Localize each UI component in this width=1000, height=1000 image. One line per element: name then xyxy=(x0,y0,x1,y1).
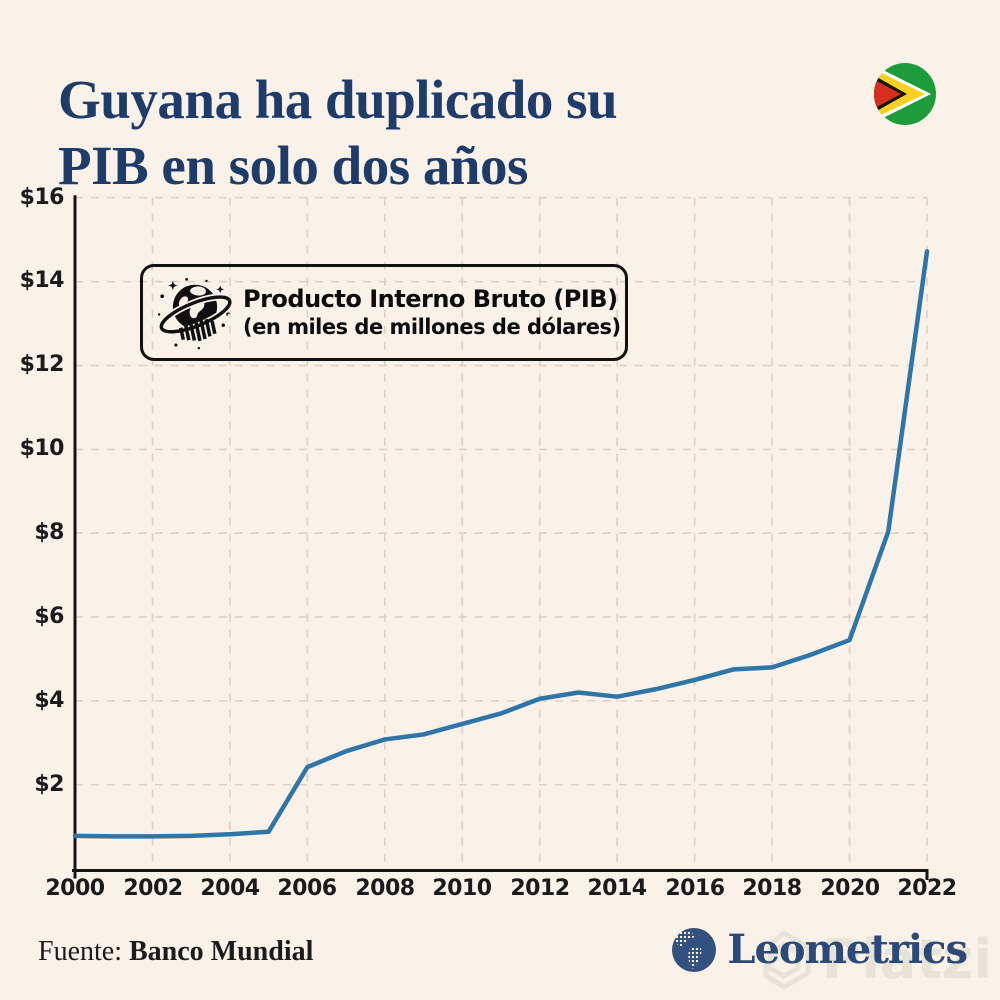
x-tick-2014: 2014 xyxy=(587,876,647,901)
flag-red-triangle xyxy=(874,79,901,109)
x-tick-2010: 2010 xyxy=(432,876,492,901)
x-tick-2020: 2020 xyxy=(820,876,880,901)
legend-text: Producto Interno Bruto (PIB) (en miles d… xyxy=(243,284,621,340)
page-title: Guyana ha duplicado su PIB en solo dos a… xyxy=(58,67,878,199)
y-tick-2: $2 xyxy=(34,772,64,797)
y-tick-4: $4 xyxy=(34,688,64,713)
x-tick-2022: 2022 xyxy=(897,876,957,901)
x-tick-2012: 2012 xyxy=(510,876,570,901)
legend-series-name: Producto Interno Bruto (PIB) xyxy=(243,285,618,314)
platzi-logo-icon xyxy=(763,930,811,989)
brand-name: Leometrics xyxy=(727,926,968,973)
watermark-text: Platzi xyxy=(821,928,992,991)
source-label: Fuente: xyxy=(38,936,122,967)
y-tick-8: $8 xyxy=(34,520,64,545)
title-line-2: PIB en solo dos años xyxy=(58,134,528,196)
platzi-watermark: Platzi xyxy=(762,928,992,991)
y-tick-16: $16 xyxy=(19,185,65,210)
guyana-flag-icon xyxy=(874,63,936,125)
x-tick-2004: 2004 xyxy=(200,876,260,901)
source-note: Fuente: Banco Mundial xyxy=(38,936,313,968)
south-america-dots xyxy=(688,945,702,969)
y-tick-12: $12 xyxy=(19,352,65,377)
x-tick-2008: 2008 xyxy=(355,876,415,901)
globe-chart-icon xyxy=(157,277,234,349)
x-tick-2016: 2016 xyxy=(665,876,725,901)
x-tick-2002: 2002 xyxy=(123,876,183,901)
x-tick-2006: 2006 xyxy=(277,876,337,901)
chart-legend: Producto Interno Bruto (PIB) (en miles d… xyxy=(140,264,628,361)
orbit-ring xyxy=(157,293,234,335)
x-tick-2000: 2000 xyxy=(45,876,105,901)
y-tick-6: $6 xyxy=(34,604,64,629)
x-tick-2018: 2018 xyxy=(742,876,802,901)
sparkle-stars xyxy=(157,277,231,349)
y-tick-10: $10 xyxy=(19,436,65,461)
leometrics-globe-icon xyxy=(672,927,717,972)
bar-stripes xyxy=(179,317,217,341)
y-tick-14: $14 xyxy=(19,268,65,293)
source-value: Banco Mundial xyxy=(129,936,314,967)
title-line-1: Guyana ha duplicado su xyxy=(58,68,618,130)
legend-units: (en miles de millones de dólares) xyxy=(243,315,621,340)
north-america-dots xyxy=(675,930,696,948)
brand-logo: Leometrics xyxy=(671,926,968,973)
